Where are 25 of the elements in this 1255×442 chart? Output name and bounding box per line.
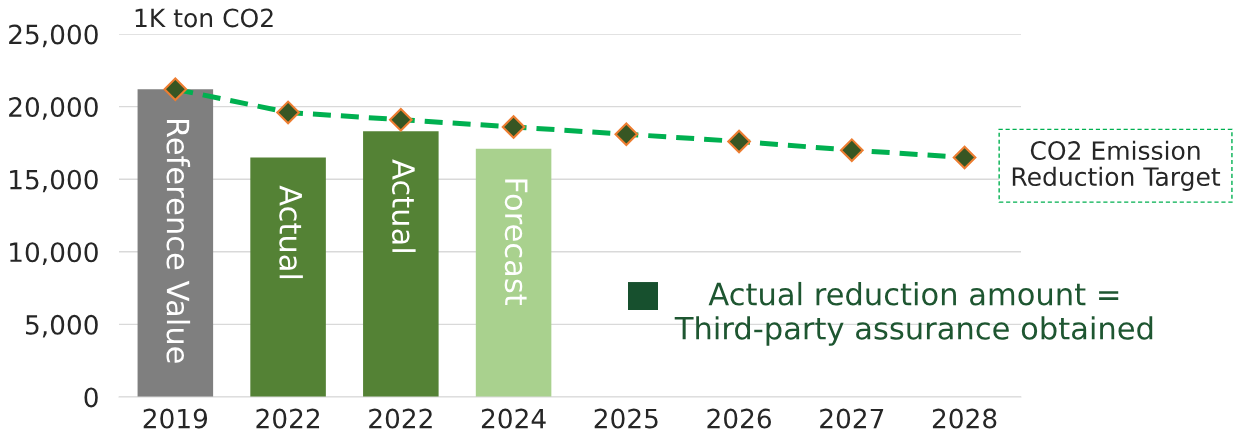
bar	[250, 157, 326, 397]
y-axis-title: 1K ton CO2	[135, 8, 273, 28]
data-label: Reference Value	[166, 119, 191, 363]
x-tick-label: 2022	[369, 408, 432, 429]
x-tick-label: 2027	[820, 408, 884, 429]
x-tick-label: 2019	[143, 408, 208, 429]
x-tick-label: 2025	[594, 408, 658, 429]
series-label: CO2 Emission Reduction Target	[1012, 140, 1221, 191]
y-tick-label: 20,000	[9, 97, 98, 120]
x-tick-label: 2022	[256, 408, 320, 429]
data-label: Actual	[279, 185, 303, 279]
y-tick-label: 0	[84, 387, 98, 408]
y-tick-label: 15,000	[10, 169, 98, 193]
y-tick-label: 10,000	[10, 242, 98, 265]
x-tick-label: 2028	[932, 408, 997, 429]
data-label: Actual	[391, 159, 416, 252]
y-tick-label: 25,000	[9, 24, 98, 48]
bar	[475, 148, 552, 397]
x-tick-label: 2026	[707, 408, 771, 429]
y-tick-label: 5,000	[26, 314, 98, 338]
bar	[363, 131, 439, 397]
x-tick-label: 2024	[481, 408, 546, 429]
annotation: Actual reduction amount = Third-party assurance obtained	[674, 281, 1153, 346]
data-label: Forecast	[504, 179, 528, 306]
bar	[137, 89, 214, 397]
